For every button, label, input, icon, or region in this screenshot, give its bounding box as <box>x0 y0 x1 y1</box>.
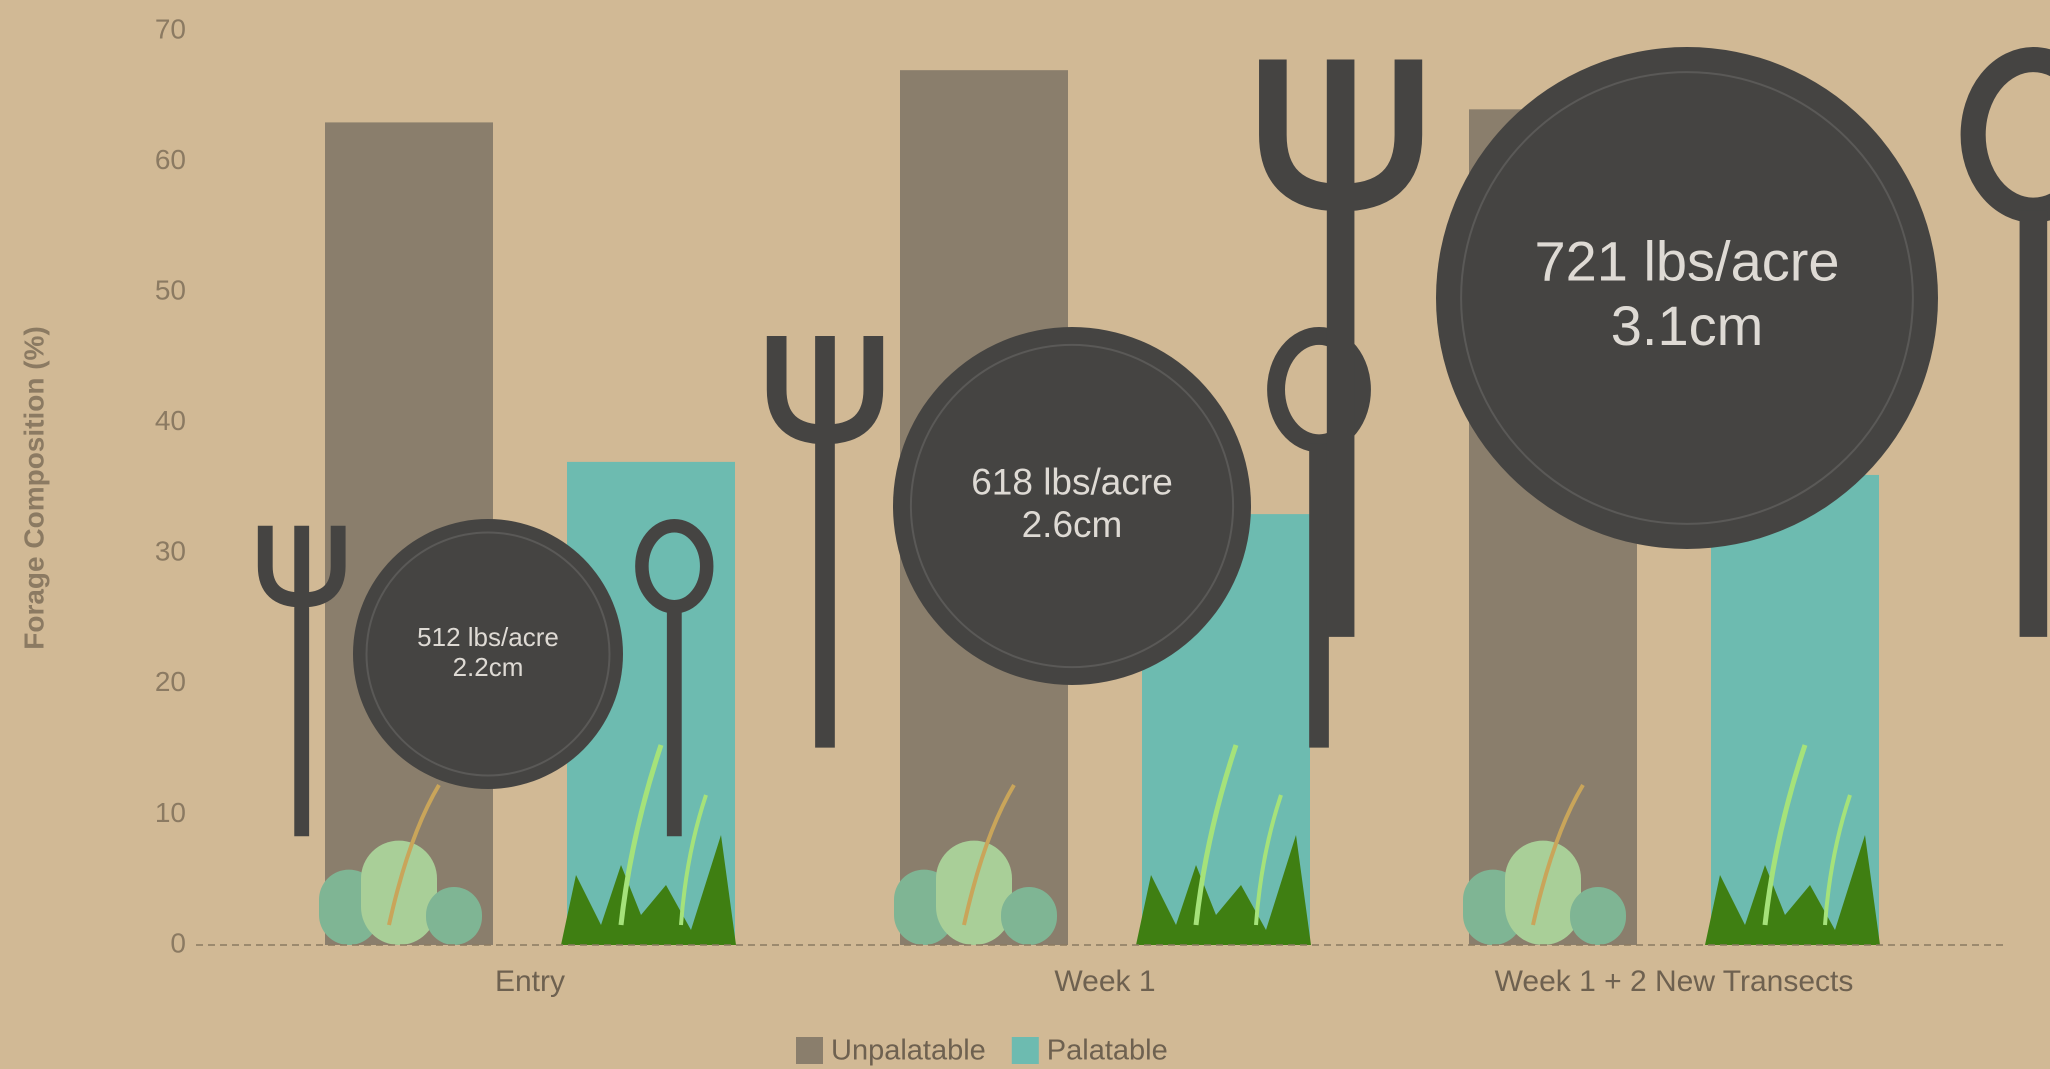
fork <box>777 336 874 748</box>
y-tick-label: 10 <box>155 797 186 828</box>
cactus <box>1505 841 1581 945</box>
cactus <box>426 887 482 945</box>
y-tick-label: 70 <box>155 13 186 44</box>
y-tick-label: 30 <box>155 536 186 567</box>
y-tick-label: 40 <box>155 405 186 436</box>
cactus <box>936 841 1012 945</box>
spoon <box>1973 60 2050 211</box>
plate-label: 721 lbs/acre <box>1534 230 1839 293</box>
y-tick-label: 60 <box>155 144 186 175</box>
cactus <box>1001 887 1057 945</box>
plate-label: 3.1cm <box>1611 294 1764 357</box>
legend-label: Palatable <box>1047 1035 1168 1067</box>
y-axis-title: Forage Composition (%) <box>18 326 49 650</box>
cactus <box>361 841 437 945</box>
plate-label: 2.6cm <box>1022 504 1123 545</box>
legend-swatch <box>796 1037 823 1064</box>
x-tick-label: Entry <box>495 965 565 998</box>
legend-label: Unpalatable <box>831 1035 986 1067</box>
cactus <box>1570 887 1626 945</box>
legend-swatch <box>1012 1037 1039 1064</box>
plate-label: 618 lbs/acre <box>971 462 1173 503</box>
chart: Forage Composition (%) 0 10 20 30 40 50 60 70 En… <box>0 0 2050 1069</box>
y-tick-label: 50 <box>155 275 186 306</box>
x-tick-label: Week 1 + 2 New Transects <box>1495 965 1854 998</box>
y-tick-label: 0 <box>170 927 186 958</box>
plate-label: 2.2cm <box>453 652 524 682</box>
x-tick-label: Week 1 <box>1054 965 1155 998</box>
plate-label: 512 lbs/acre <box>417 622 559 652</box>
y-tick-label: 20 <box>155 666 186 697</box>
